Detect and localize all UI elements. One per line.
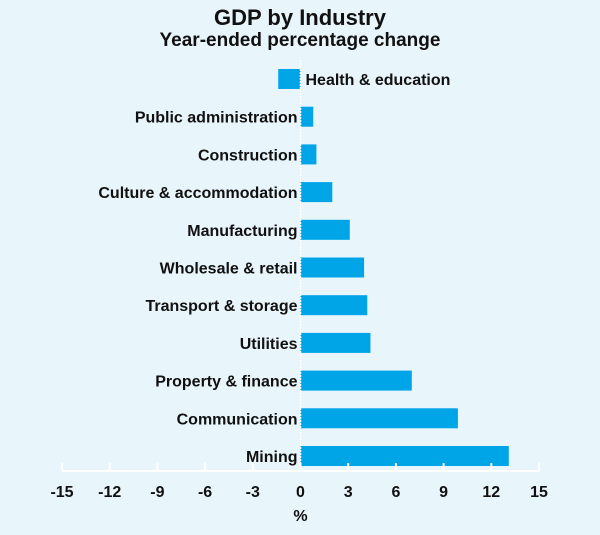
x-tick-label: -6 bbox=[198, 484, 212, 501]
x-tick-label: 0 bbox=[296, 484, 305, 501]
category-label: Property & finance bbox=[155, 374, 297, 391]
category-label: Communication bbox=[177, 411, 298, 428]
bar bbox=[278, 69, 301, 89]
x-tick-label: -15 bbox=[50, 484, 73, 501]
x-tick-label: 9 bbox=[439, 484, 448, 501]
x-tick-label: -3 bbox=[246, 484, 260, 501]
x-tick-label: -9 bbox=[150, 484, 164, 501]
bar bbox=[300, 332, 371, 353]
x-tick-label: 12 bbox=[482, 484, 500, 501]
bar bbox=[300, 144, 317, 165]
chart-subtitle: Year-ended percentage change bbox=[159, 30, 441, 51]
x-tick-label: 15 bbox=[530, 484, 548, 501]
x-tick-label: 3 bbox=[344, 484, 353, 501]
bar bbox=[300, 257, 365, 278]
category-label: Culture & accommodation bbox=[98, 185, 297, 202]
category-label: Mining bbox=[246, 449, 298, 466]
category-label: Public administration bbox=[135, 110, 298, 127]
x-tick-label: 6 bbox=[391, 484, 400, 501]
bar bbox=[300, 106, 314, 127]
bar bbox=[300, 408, 458, 429]
category-label: Manufacturing bbox=[187, 223, 297, 240]
chart-title: GDP by Industry bbox=[214, 5, 386, 30]
category-label: Wholesale & retail bbox=[160, 261, 298, 278]
category-label: Utilities bbox=[240, 336, 298, 353]
bar bbox=[300, 219, 350, 240]
x-tick-label: -12 bbox=[98, 484, 121, 501]
bar bbox=[300, 295, 368, 316]
bar bbox=[300, 446, 509, 466]
bar bbox=[300, 182, 333, 203]
category-label: Health & education bbox=[306, 72, 451, 89]
x-axis-label: % bbox=[293, 508, 307, 525]
category-label: Transport & storage bbox=[145, 298, 297, 315]
category-label: Construction bbox=[198, 147, 298, 164]
bar bbox=[300, 370, 412, 391]
